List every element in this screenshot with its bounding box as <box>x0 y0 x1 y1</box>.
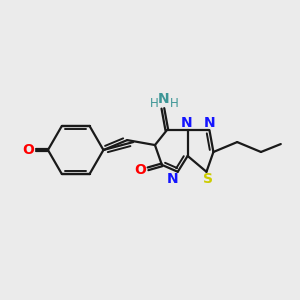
Text: S: S <box>203 172 214 186</box>
Text: N: N <box>181 116 193 130</box>
Text: N: N <box>167 172 178 186</box>
Text: N: N <box>158 92 170 106</box>
Text: O: O <box>134 163 146 177</box>
Text: H: H <box>150 97 158 110</box>
Text: H: H <box>169 97 178 110</box>
Text: O: O <box>22 143 34 157</box>
Text: N: N <box>204 116 215 130</box>
